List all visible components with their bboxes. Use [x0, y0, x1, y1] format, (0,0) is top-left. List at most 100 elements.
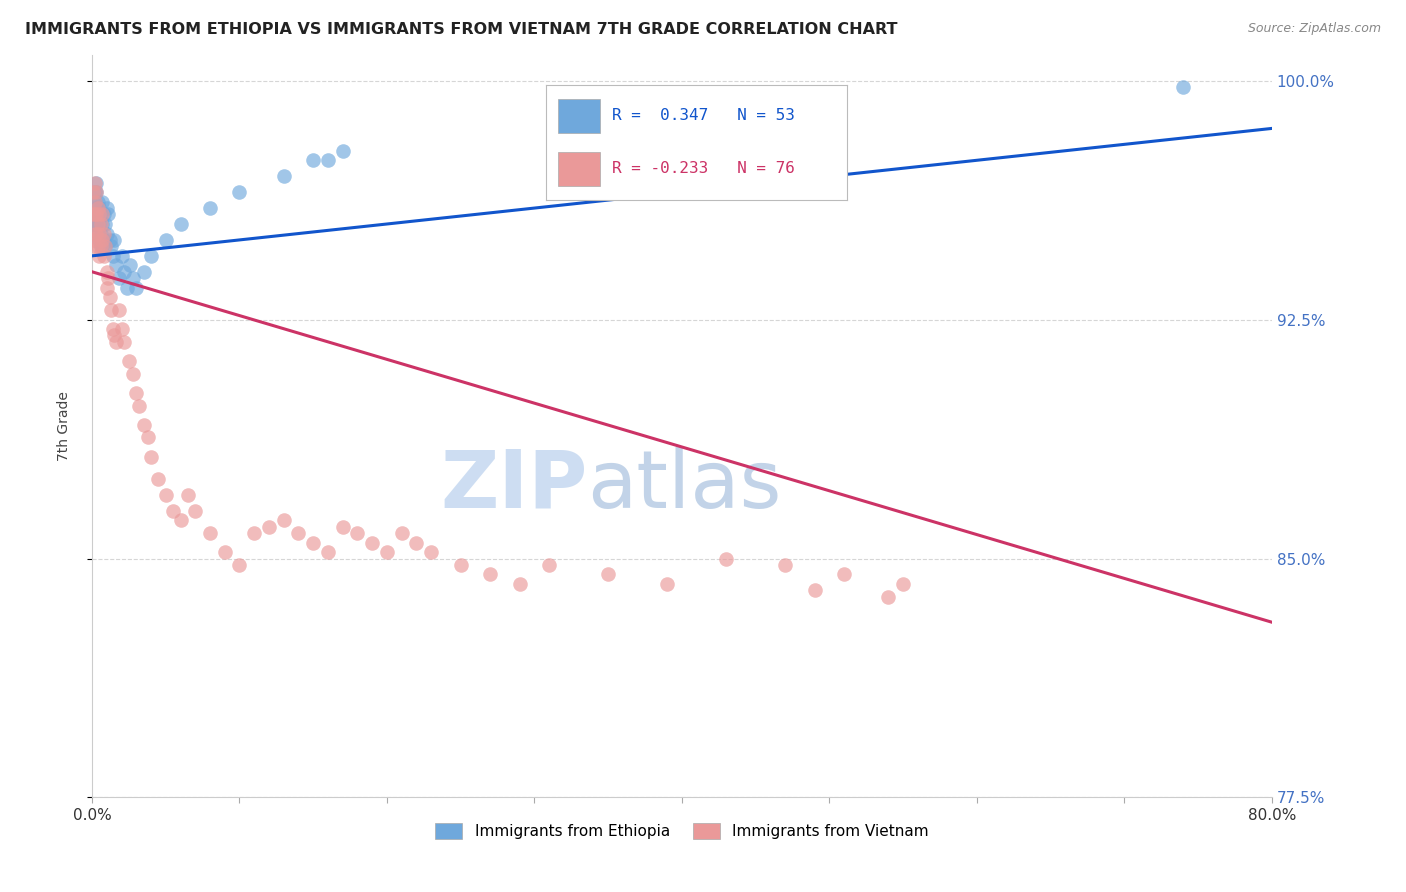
- Point: [93, 249, 115, 263]
- Point: [509, 577, 531, 591]
- Point: [86, 185, 108, 199]
- Point: [82, 207, 104, 221]
- Point: [84, 207, 107, 221]
- Point: [90, 217, 112, 231]
- Point: [420, 545, 443, 559]
- Point: [87, 194, 110, 209]
- Point: [155, 233, 177, 247]
- Point: [96, 265, 118, 279]
- Point: [82, 201, 104, 215]
- Point: [86, 185, 108, 199]
- Point: [316, 153, 339, 168]
- Point: [128, 399, 150, 413]
- Point: [87, 217, 110, 231]
- Point: [96, 281, 118, 295]
- Point: [86, 217, 108, 231]
- Point: [96, 227, 118, 241]
- Point: [87, 207, 110, 221]
- Point: [89, 249, 111, 263]
- Point: [228, 185, 250, 199]
- Point: [104, 259, 127, 273]
- Point: [89, 233, 111, 247]
- Point: [82, 207, 104, 221]
- Point: [84, 227, 107, 241]
- Y-axis label: 7th Grade: 7th Grade: [58, 392, 72, 461]
- Point: [97, 271, 120, 285]
- Point: [100, 303, 122, 318]
- Point: [273, 513, 295, 527]
- Point: [184, 504, 207, 518]
- Point: [257, 519, 280, 533]
- Point: [84, 239, 107, 253]
- Legend: Immigrants from Ethiopia, Immigrants from Vietnam: Immigrants from Ethiopia, Immigrants fro…: [429, 817, 935, 846]
- Point: [177, 488, 200, 502]
- Point: [87, 227, 110, 241]
- Point: [132, 417, 155, 432]
- Point: [598, 567, 620, 582]
- Point: [139, 249, 162, 263]
- Point: [139, 450, 162, 464]
- Point: [93, 207, 115, 221]
- Point: [93, 227, 115, 241]
- Point: [877, 590, 900, 604]
- Point: [101, 249, 124, 263]
- Point: [118, 354, 141, 368]
- Point: [84, 194, 107, 209]
- Point: [84, 176, 107, 190]
- Point: [198, 526, 221, 541]
- Point: [103, 328, 125, 343]
- Point: [82, 233, 104, 247]
- Text: IMMIGRANTS FROM ETHIOPIA VS IMMIGRANTS FROM VIETNAM 7TH GRADE CORRELATION CHART: IMMIGRANTS FROM ETHIOPIA VS IMMIGRANTS F…: [25, 22, 898, 37]
- Point: [716, 551, 738, 566]
- Point: [86, 227, 108, 241]
- Point: [479, 567, 502, 582]
- Point: [91, 217, 114, 231]
- Point: [155, 488, 177, 502]
- Text: Source: ZipAtlas.com: Source: ZipAtlas.com: [1247, 22, 1381, 36]
- Point: [98, 233, 121, 247]
- Point: [832, 567, 855, 582]
- Point: [136, 430, 159, 444]
- Point: [114, 265, 136, 279]
- Point: [107, 271, 129, 285]
- Point: [101, 322, 124, 336]
- Point: [773, 558, 796, 572]
- Point: [117, 281, 139, 295]
- Point: [405, 535, 427, 549]
- Point: [361, 535, 384, 549]
- Point: [84, 207, 107, 221]
- Point: [122, 367, 145, 381]
- Point: [84, 185, 107, 199]
- Point: [91, 194, 114, 209]
- Point: [391, 526, 413, 541]
- Point: [84, 217, 107, 231]
- Point: [86, 207, 108, 221]
- Point: [94, 239, 117, 253]
- Point: [89, 217, 111, 231]
- Point: [538, 558, 561, 572]
- Point: [87, 239, 110, 253]
- Point: [120, 259, 142, 273]
- Point: [287, 526, 309, 541]
- Point: [100, 239, 122, 253]
- Point: [86, 201, 108, 215]
- Point: [93, 233, 115, 247]
- Point: [91, 233, 114, 247]
- Point: [450, 558, 472, 572]
- Point: [214, 545, 236, 559]
- Point: [803, 583, 825, 598]
- Point: [316, 545, 339, 559]
- Point: [302, 535, 325, 549]
- Point: [375, 545, 398, 559]
- Point: [162, 504, 184, 518]
- Point: [302, 153, 325, 168]
- Point: [97, 207, 120, 221]
- Point: [90, 207, 112, 221]
- Point: [104, 334, 127, 349]
- Point: [103, 233, 125, 247]
- Point: [332, 144, 354, 158]
- Point: [273, 169, 295, 184]
- Point: [228, 558, 250, 572]
- Point: [89, 207, 111, 221]
- Point: [1173, 80, 1195, 95]
